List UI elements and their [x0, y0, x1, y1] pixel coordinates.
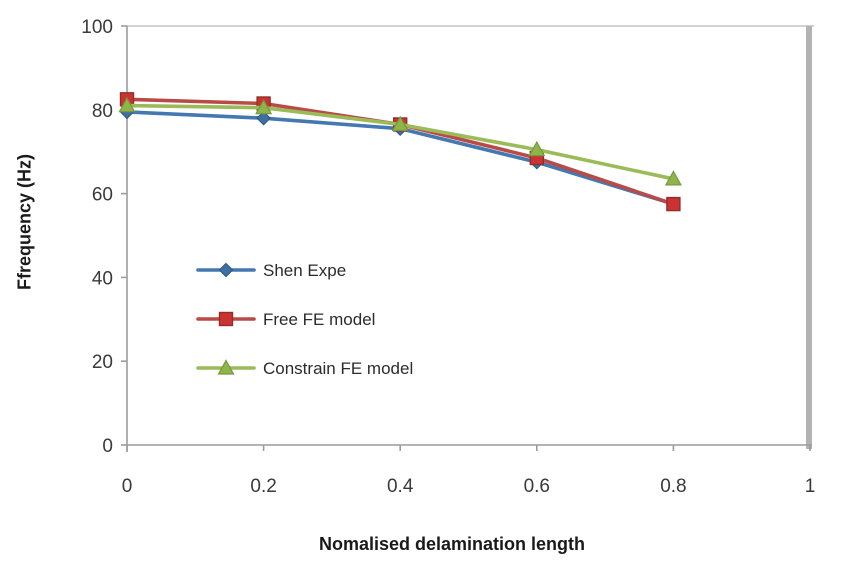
data-point-marker [256, 110, 271, 126]
legend-entry-free-fe-model: Free FE model [196, 310, 375, 329]
x-tick-label: 0 [122, 476, 133, 497]
x-tick-label: 1 [805, 476, 816, 497]
legend-label: Shen Expe [263, 261, 346, 280]
legend-marker-diamond [218, 262, 234, 278]
data-point-marker [391, 115, 409, 132]
legend: Shen Expe Free FE model Constrain FE model [196, 261, 413, 378]
x-tick-label: 0.4 [387, 476, 414, 497]
legend-entry-shen-expe: Shen Expe [196, 261, 346, 280]
legend-label: Constrain FE model [263, 359, 413, 378]
y-tick-label: 0 [102, 436, 113, 457]
series-free-fe-model [119, 92, 681, 212]
legend-entry-constrain-fe-model: Constrain FE model [196, 359, 413, 378]
x-tick-label: 0.6 [524, 476, 550, 497]
data-point-marker [666, 196, 681, 212]
legend-marker-triangle [217, 359, 235, 375]
series-constrain-fe-model [118, 96, 682, 186]
data-point-marker [664, 170, 682, 186]
x-tick-label: 0.8 [660, 476, 686, 497]
y-tick-label: 40 [92, 268, 113, 289]
legend-label: Free FE model [263, 310, 375, 329]
y-tick-label: 20 [92, 352, 113, 373]
x-axis-title: Nomalised delamination length [318, 534, 586, 554]
plot-right-border [806, 26, 812, 449]
y-tick-label: 80 [92, 101, 113, 122]
y-axis-title: Ffrequency (Hz) [14, 153, 35, 291]
data-point-marker [255, 98, 273, 115]
data-point-marker [118, 96, 136, 113]
y-tick-label: 60 [92, 185, 113, 206]
x-tick-label: 0.2 [250, 476, 276, 497]
data-point-marker [528, 140, 546, 157]
legend-marker-square [218, 311, 234, 327]
y-tick-label: 100 [81, 17, 113, 38]
